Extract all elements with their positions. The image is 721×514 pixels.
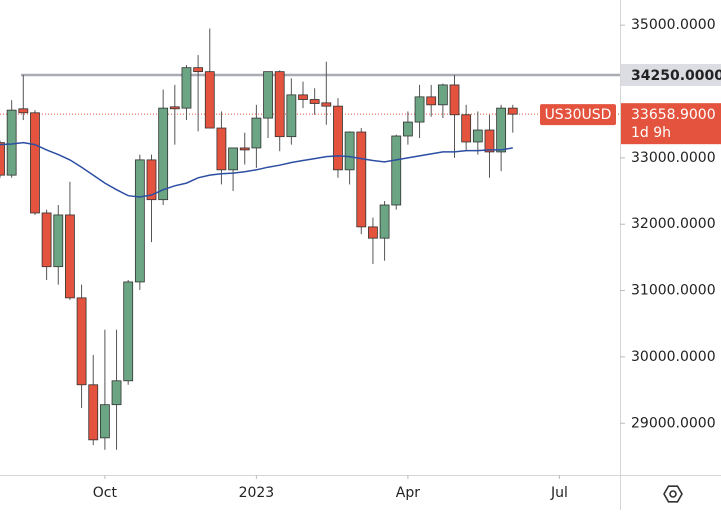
y-tick-label: 29000.0000 [631, 415, 716, 431]
candle-body [169, 106, 180, 110]
candle-body [344, 131, 355, 171]
candle-body [263, 71, 273, 119]
candle-body [309, 99, 320, 104]
settings-icon[interactable] [663, 485, 683, 503]
symbol-badge [540, 104, 616, 126]
candle-body [437, 84, 448, 106]
y-tick-label: 31000.0000 [631, 283, 716, 299]
candle-body [496, 107, 507, 153]
candle-body [251, 117, 262, 149]
level-label: 34250.0000 [631, 68, 721, 84]
candle-body [158, 107, 169, 201]
candle-body [368, 226, 378, 239]
candle-body [76, 297, 87, 386]
symbol-label: US30USD [545, 107, 612, 123]
candle-body [228, 147, 238, 171]
candle-body [65, 214, 75, 299]
candle-body [146, 159, 157, 201]
moving-average-line [0, 141, 513, 198]
candle-body [88, 384, 99, 441]
y-tick-label: 32000.0000 [631, 216, 716, 232]
candle-body [181, 67, 192, 109]
candle-body [472, 129, 483, 143]
candle-body [333, 105, 343, 171]
candle-body [0, 142, 5, 176]
labels: 29000.0000 30000.0000 31000.0000 32000.0000… [93, 17, 721, 501]
plot-area [0, 28, 620, 450]
countdown-label: 1d 9h [631, 125, 671, 141]
candle-body [123, 281, 134, 382]
candle-body [321, 102, 332, 107]
candle-body [449, 84, 460, 116]
candle-body [286, 94, 297, 138]
candle-body [53, 214, 64, 268]
candle-body [356, 131, 367, 228]
y-tick-label: 30000.0000 [631, 349, 716, 365]
candle-body [6, 109, 17, 176]
x-tick-label: Apr [396, 485, 420, 501]
level-label-box [621, 63, 721, 86]
candle-body [134, 159, 145, 283]
candle-body [391, 135, 402, 206]
candle-body [30, 112, 40, 214]
candle-body [484, 129, 495, 153]
candle-body [414, 96, 425, 123]
settings-dot [669, 490, 677, 498]
y-tick-label: 35000.0000 [631, 17, 716, 33]
candle-body [18, 108, 29, 114]
candle-body [193, 67, 204, 73]
candle-body [298, 94, 308, 100]
candle-body [216, 127, 227, 171]
settings-hexagon [663, 485, 683, 503]
candle-body [111, 380, 122, 406]
candle-body [204, 71, 215, 129]
candle-body [426, 96, 437, 106]
candle-body [507, 107, 518, 115]
candle-body [274, 71, 285, 138]
x-tick-label: Jul [550, 485, 568, 501]
candle-body [461, 114, 472, 143]
candle-body [239, 147, 250, 151]
price-label: 33658.9000 [631, 107, 716, 123]
candle-body [379, 204, 390, 239]
x-tick-label: 2023 [239, 485, 275, 501]
candle-body [99, 404, 110, 439]
y-tick-label: 33000.0000 [631, 150, 716, 166]
x-tick-label: Oct [93, 485, 118, 501]
candle-body [402, 121, 413, 137]
price-badge [621, 103, 721, 145]
candle-body [41, 212, 52, 268]
